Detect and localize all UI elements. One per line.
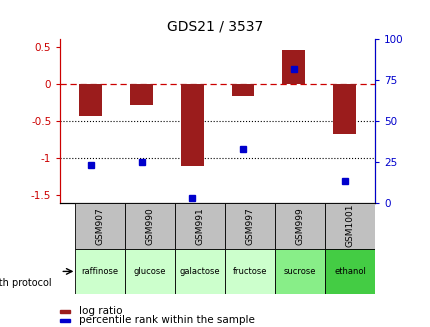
Text: log ratio: log ratio: [79, 306, 123, 316]
Text: GSM997: GSM997: [245, 207, 254, 245]
Bar: [130, 84, 153, 105]
Bar: [75, 249, 125, 294]
Bar: [60, 319, 70, 322]
Text: fructose: fructose: [232, 267, 267, 276]
Bar: [125, 203, 175, 249]
Text: GSM990: GSM990: [145, 207, 154, 245]
Bar: [175, 203, 224, 249]
Bar: [231, 84, 254, 96]
Bar: [79, 84, 102, 116]
Bar: [274, 249, 324, 294]
Text: percentile rank within the sample: percentile rank within the sample: [79, 315, 255, 325]
Text: GSM1001: GSM1001: [345, 204, 354, 248]
Text: GSM907: GSM907: [95, 207, 104, 245]
Text: glucose: glucose: [134, 267, 166, 276]
Bar: [332, 84, 355, 134]
Bar: [181, 84, 203, 165]
Bar: [224, 249, 274, 294]
Bar: [324, 249, 374, 294]
Text: raffinose: raffinose: [82, 267, 119, 276]
Bar: [125, 249, 175, 294]
Text: GDS21 / 3537: GDS21 / 3537: [167, 20, 263, 34]
Text: ethanol: ethanol: [333, 267, 365, 276]
Bar: [75, 203, 125, 249]
Text: GSM999: GSM999: [295, 207, 304, 245]
Bar: [175, 249, 224, 294]
Bar: [60, 310, 70, 313]
Bar: [282, 50, 304, 84]
Text: sucrose: sucrose: [283, 267, 316, 276]
Bar: [224, 203, 274, 249]
Text: growth protocol: growth protocol: [0, 278, 52, 288]
Bar: [324, 203, 374, 249]
Bar: [274, 203, 324, 249]
Text: GSM991: GSM991: [195, 207, 204, 245]
Text: galactose: galactose: [179, 267, 220, 276]
